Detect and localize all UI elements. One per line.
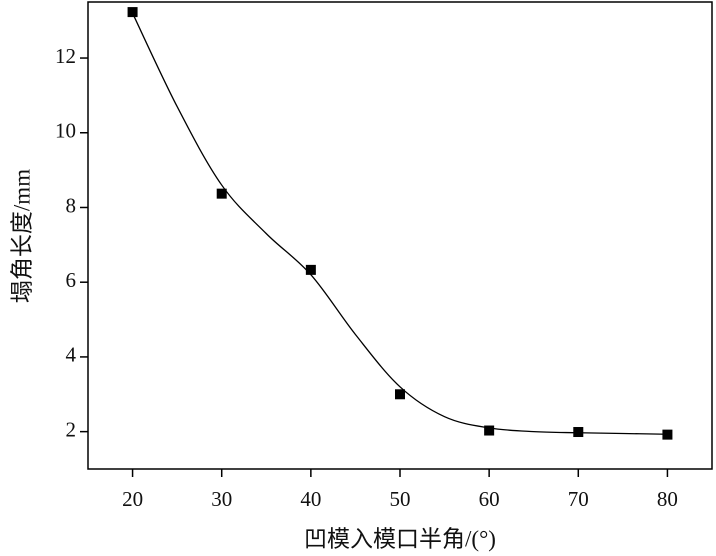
- data-point: [573, 427, 584, 438]
- data-point: [484, 425, 495, 436]
- y-tick-label: 12: [55, 44, 76, 68]
- data-point: [216, 188, 227, 199]
- y-tick-label: 6: [66, 268, 77, 292]
- fit-line: [131, 12, 668, 435]
- x-tick-label: 80: [657, 487, 678, 511]
- y-axis-title: 塌角长度/mm: [9, 169, 34, 303]
- y-tick-label: 10: [55, 119, 76, 143]
- y-tick-label: 2: [66, 417, 77, 441]
- x-tick-label: 60: [479, 487, 500, 511]
- data-point: [127, 7, 138, 18]
- y-tick-label: 8: [66, 193, 77, 217]
- x-tick-label: 50: [390, 487, 411, 511]
- x-axis-title: 凹模入模口半角/(°): [304, 526, 496, 551]
- x-tick-label: 40: [300, 487, 321, 511]
- data-point: [305, 264, 316, 275]
- data-point: [662, 429, 673, 440]
- data-point: [395, 389, 405, 400]
- y-tick-label: 4: [66, 343, 77, 367]
- x-tick-label: 20: [122, 487, 143, 511]
- x-tick-label: 30: [211, 487, 232, 511]
- x-tick-label: 70: [568, 487, 589, 511]
